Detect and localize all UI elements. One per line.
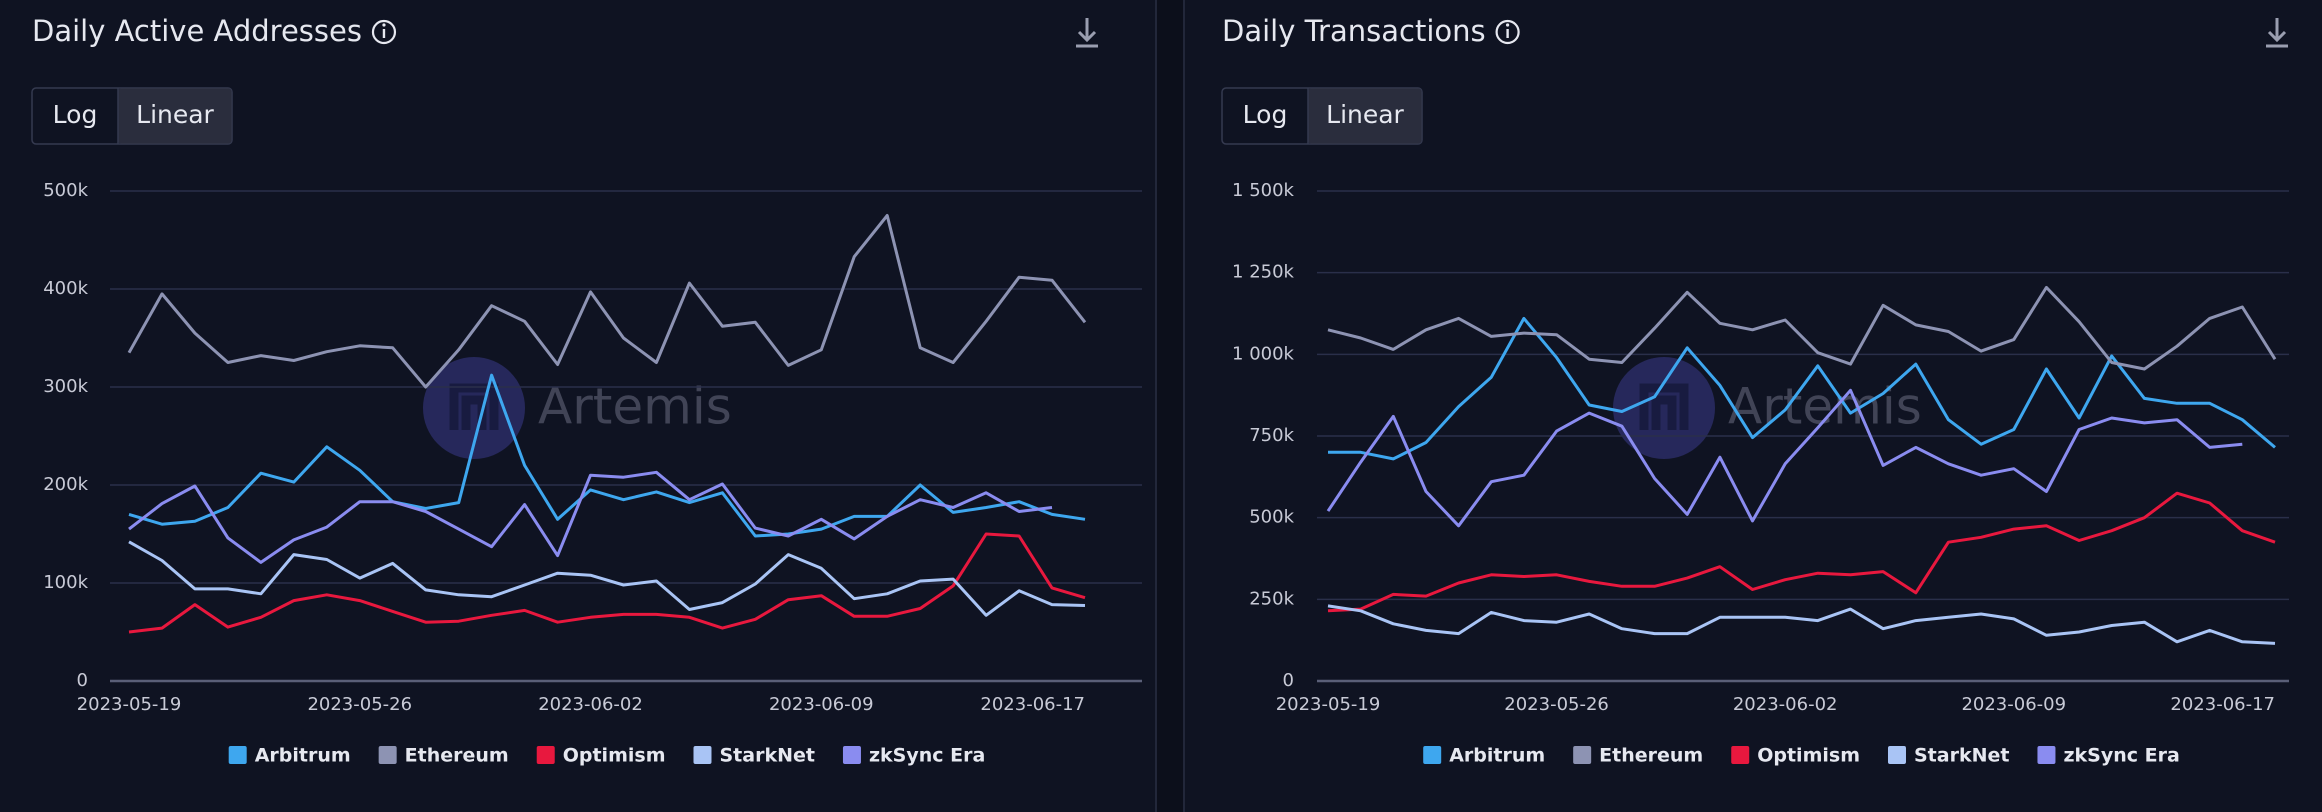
legend-label[interactable]: Optimism: [563, 745, 666, 767]
y-tick-label: 250k: [1249, 588, 1294, 609]
legend-label[interactable]: Optimism: [1757, 745, 1860, 767]
chart-title: Daily Active Addresses: [32, 14, 362, 48]
toggle-frame: [31, 87, 233, 145]
y-tick-label: 500k: [1249, 507, 1294, 528]
x-tick-label: 2023-06-17: [2170, 694, 2275, 715]
toggle-button[interactable]: Log: [1243, 100, 1288, 129]
toggle-frame: [1221, 87, 1423, 145]
series-line: [128, 373, 1086, 538]
legend-swatch[interactable]: [228, 746, 247, 764]
series-line: [128, 532, 1086, 634]
info-icon[interactable]: [371, 19, 397, 45]
x-tick-label: 2023-05-26: [307, 694, 412, 715]
x-tick-label: 2023-06-02: [538, 694, 643, 715]
y-tick-label: 200k: [43, 474, 88, 495]
x-tick-label: 2023-05-19: [77, 694, 182, 715]
legend-label[interactable]: Arbitrum: [255, 745, 351, 767]
legend-label[interactable]: zkSync Era: [2063, 745, 2179, 767]
legend: Arbitrum Ethereum Optimism StarkNet zkSync E…: [228, 745, 985, 767]
series-line: [1327, 285, 2277, 371]
x-tick-label: 2023-06-17: [980, 694, 1085, 715]
y-tick-label: 1 000k: [1232, 343, 1295, 364]
x-tick-label: 2023-05-26: [1504, 694, 1609, 715]
legend-label[interactable]: StarkNet: [719, 745, 814, 767]
legend-swatch[interactable]: [378, 746, 397, 764]
series-line: [1326, 388, 2243, 528]
y-tick-label: 750k: [1249, 425, 1294, 446]
download-icon[interactable]: [1076, 18, 1098, 48]
y-tick-label: 1 250k: [1232, 262, 1295, 283]
toggle-button[interactable]: Log: [53, 100, 98, 129]
watermark: Artemis: [538, 378, 732, 436]
chart-title: Daily Transactions: [1222, 14, 1486, 48]
x-tick-label: 2023-06-09: [769, 694, 874, 715]
y-tick-label: 500k: [43, 180, 88, 201]
legend: Arbitrum Ethereum Optimism StarkNet zkSync E…: [1423, 745, 2180, 767]
watermark-logo: [423, 357, 525, 459]
info-icon-dot: [1506, 23, 1510, 27]
legend-swatch[interactable]: [1731, 746, 1750, 764]
y-tick-label: 100k: [43, 572, 88, 593]
watermark-logo: [1613, 357, 1715, 459]
legend-swatch[interactable]: [536, 746, 555, 764]
series-line: [128, 470, 1053, 564]
legend-swatch[interactable]: [1887, 746, 1906, 764]
toggle-active: [118, 88, 232, 144]
legend-label[interactable]: StarkNet: [1914, 745, 2009, 767]
x-tick-label: 2023-06-09: [1961, 694, 2066, 715]
x-tick-label: 2023-06-02: [1733, 694, 1838, 715]
legend-label[interactable]: Ethereum: [1599, 745, 1703, 767]
download-icon[interactable]: [2266, 18, 2288, 48]
watermark-logo-mark: [1639, 383, 1689, 430]
toggle-button[interactable]: Linear: [1326, 100, 1404, 129]
toggle-active: [1308, 88, 1422, 144]
toggle-button[interactable]: Linear: [136, 100, 214, 129]
y-tick-label: 300k: [43, 376, 88, 397]
legend-swatch[interactable]: [1573, 746, 1592, 764]
y-tick-label: 400k: [43, 278, 88, 299]
legend-label[interactable]: zkSync Era: [869, 745, 985, 767]
legend-swatch[interactable]: [842, 746, 861, 764]
legend-label[interactable]: Ethereum: [405, 745, 509, 767]
legend-swatch[interactable]: [693, 746, 712, 764]
series-line: [127, 214, 1087, 389]
x-tick-label: 2023-05-19: [1276, 694, 1381, 715]
y-tick-label: 1 500k: [1232, 180, 1295, 201]
y-tick-label: 0: [1283, 670, 1294, 691]
y-tick-label: 0: [77, 670, 88, 691]
series-line: [128, 540, 1086, 617]
series-line: [1327, 491, 2276, 613]
legend-label[interactable]: Arbitrum: [1449, 745, 1545, 767]
legend-swatch[interactable]: [1423, 746, 1442, 764]
info-icon-dot: [382, 23, 386, 27]
info-icon[interactable]: [1495, 19, 1520, 45]
series-line: [1327, 604, 2276, 645]
legend-swatch[interactable]: [2037, 746, 2056, 764]
divider: [1156, 0, 1184, 812]
